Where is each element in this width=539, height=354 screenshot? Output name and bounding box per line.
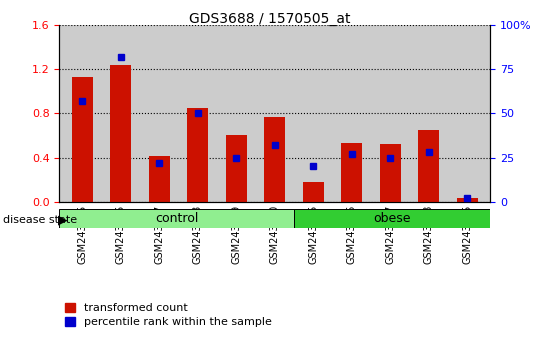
Bar xyxy=(303,182,324,202)
Text: GDS3688 / 1570505_at: GDS3688 / 1570505_at xyxy=(189,12,350,27)
Bar xyxy=(72,77,93,202)
Legend: transformed count, percentile rank within the sample: transformed count, percentile rank withi… xyxy=(65,303,272,327)
Bar xyxy=(457,199,478,202)
Text: control: control xyxy=(155,212,198,225)
Text: ▶: ▶ xyxy=(58,214,68,227)
Bar xyxy=(380,144,401,202)
Bar xyxy=(341,143,362,202)
Bar xyxy=(149,156,170,202)
Bar xyxy=(110,65,132,202)
Text: disease state: disease state xyxy=(3,215,77,225)
Bar xyxy=(188,108,209,202)
Bar xyxy=(264,116,286,202)
Bar xyxy=(226,136,247,202)
Bar xyxy=(294,209,490,228)
Bar xyxy=(418,130,439,202)
Text: obese: obese xyxy=(374,212,411,225)
Bar xyxy=(59,209,294,228)
